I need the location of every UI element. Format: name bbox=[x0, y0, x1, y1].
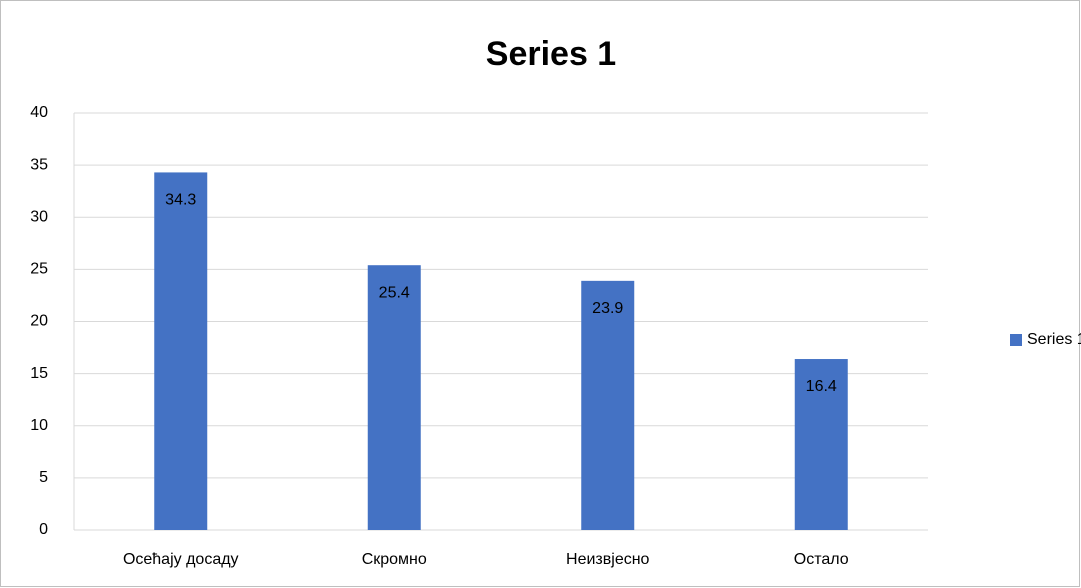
y-tick-label: 30 bbox=[30, 208, 48, 225]
data-label: 16.4 bbox=[806, 378, 837, 395]
y-tick-label: 40 bbox=[30, 104, 48, 121]
data-label: 23.9 bbox=[592, 300, 623, 317]
y-tick-label: 0 bbox=[39, 521, 48, 538]
x-tick-label: Остало bbox=[794, 551, 849, 568]
bar bbox=[367, 265, 421, 530]
data-label: 34.3 bbox=[165, 192, 196, 209]
y-tick-label: 5 bbox=[39, 469, 48, 486]
legend-label: Series 1 bbox=[1027, 331, 1081, 348]
chart-title: Series 1 bbox=[486, 35, 616, 73]
y-tick-label: 20 bbox=[30, 313, 48, 330]
data-label: 25.4 bbox=[379, 284, 410, 301]
x-tick-label: Осећају досаду bbox=[123, 551, 239, 568]
legend-swatch bbox=[1010, 334, 1022, 346]
bar bbox=[794, 359, 848, 530]
y-tick-label: 10 bbox=[30, 417, 48, 434]
x-tick-label: Неизвјесно bbox=[566, 551, 650, 568]
bar bbox=[581, 280, 635, 530]
y-tick-label: 35 bbox=[30, 156, 48, 173]
x-tick-label: Скромно bbox=[362, 551, 427, 568]
y-tick-label: 25 bbox=[30, 261, 48, 278]
y-tick-label: 15 bbox=[30, 365, 48, 382]
bar bbox=[154, 172, 208, 531]
